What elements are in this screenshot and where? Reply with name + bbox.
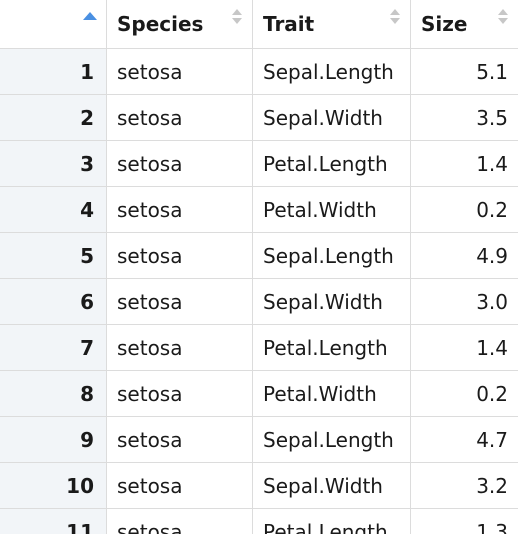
column-header-size[interactable]: Size [411,0,518,48]
species-cell: setosa [107,325,253,370]
row-number: 3 [0,141,107,186]
size-cell: 3.2 [476,473,508,498]
table-row[interactable]: 1 setosa Sepal.Length 5.1 [0,49,518,95]
sort-icon [390,9,400,25]
species-cell: setosa [107,49,253,94]
table-row[interactable]: 6 setosa Sepal.Width 3.0 [0,279,518,325]
species-cell: setosa [107,233,253,278]
trait-cell: Petal.Width [253,371,411,416]
size-cell: 3.5 [476,105,508,130]
size-cell: 0.2 [476,197,508,222]
species-cell: setosa [107,417,253,462]
row-number: 9 [0,417,107,462]
header-row: Species Trait Size [0,0,518,49]
species-cell: setosa [107,371,253,416]
row-number: 7 [0,325,107,370]
column-header-rownames[interactable] [0,0,107,48]
size-cell: 1.4 [476,335,508,360]
size-cell: 1.3 [476,519,508,534]
species-cell: setosa [107,279,253,324]
table-row[interactable]: 7 setosa Petal.Length 1.4 [0,325,518,371]
table-row[interactable]: 11 setosa Petal.Length 1.3 [0,509,518,534]
row-number: 6 [0,279,107,324]
species-cell: setosa [107,463,253,508]
row-number: 2 [0,95,107,140]
row-number: 5 [0,233,107,278]
row-number: 10 [0,463,107,508]
row-number: 1 [0,49,107,94]
species-cell: setosa [107,187,253,232]
table-row[interactable]: 8 setosa Petal.Width 0.2 [0,371,518,417]
trait-cell: Petal.Width [253,187,411,232]
size-cell: 3.0 [476,289,508,314]
size-cell: 4.7 [476,427,508,452]
trait-cell: Sepal.Length [253,233,411,278]
trait-cell: Petal.Length [253,325,411,370]
table-row[interactable]: 2 setosa Sepal.Width 3.5 [0,95,518,141]
size-cell: 4.9 [476,243,508,268]
trait-cell: Sepal.Width [253,279,411,324]
row-number: 8 [0,371,107,416]
column-header-trait[interactable]: Trait [253,0,411,48]
table-row[interactable]: 4 setosa Petal.Width 0.2 [0,187,518,233]
table-row[interactable]: 10 setosa Sepal.Width 3.2 [0,463,518,509]
trait-cell: Sepal.Length [253,49,411,94]
column-header-label: Species [117,12,204,36]
row-number: 11 [0,509,107,534]
trait-cell: Sepal.Length [253,417,411,462]
trait-cell: Sepal.Width [253,463,411,508]
sort-icon [498,9,508,25]
column-header-label: Trait [263,12,315,36]
row-number: 4 [0,187,107,232]
size-cell: 1.4 [476,151,508,176]
trait-cell: Petal.Length [253,141,411,186]
table-row[interactable]: 9 setosa Sepal.Length 4.7 [0,417,518,463]
size-cell: 0.2 [476,381,508,406]
species-cell: setosa [107,141,253,186]
column-header-species[interactable]: Species [107,0,253,48]
sort-icon [232,9,242,25]
sort-ascending-icon [83,12,97,20]
table-row[interactable]: 5 setosa Sepal.Length 4.9 [0,233,518,279]
species-cell: setosa [107,95,253,140]
table-body: 1 setosa Sepal.Length 5.1 2 setosa Sepal.Width… [0,49,518,534]
species-cell: setosa [107,509,253,534]
table-row[interactable]: 3 setosa Petal.Length 1.4 [0,141,518,187]
trait-cell: Petal.Length [253,509,411,534]
column-header-label: Size [421,12,468,36]
trait-cell: Sepal.Width [253,95,411,140]
size-cell: 5.1 [476,59,508,84]
